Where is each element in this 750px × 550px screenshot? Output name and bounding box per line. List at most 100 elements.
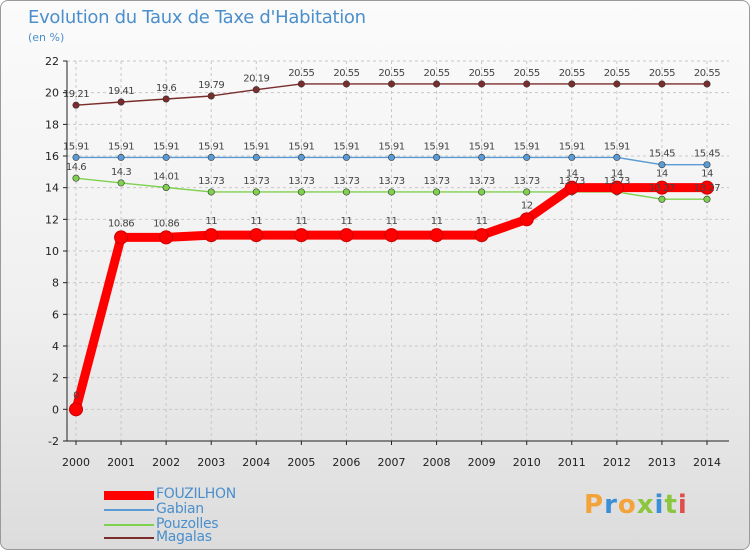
data-point-magalas (72, 101, 80, 109)
legend-label-pouzolles: Pouzolles (156, 516, 219, 532)
data-label-magalas: 19.41 (108, 86, 134, 97)
data-point-fouzilhon (609, 180, 624, 195)
data-point-magalas (478, 80, 486, 88)
legend-label-magalas: Magalas (156, 529, 212, 545)
legend-swatch-pouzolles (104, 524, 154, 526)
data-point-pouzolles (252, 188, 260, 196)
data-point-fouzilhon (204, 228, 219, 243)
data-label-pouzolles: 13.73 (333, 176, 359, 187)
data-label-fouzilhon: 14 (656, 169, 668, 180)
data-label-gabian: 15.91 (198, 141, 224, 152)
data-point-pouzolles (207, 188, 215, 196)
logo-letter: x (636, 490, 655, 520)
data-point-gabian (297, 153, 305, 161)
data-label-pouzolles: 13.73 (288, 176, 314, 187)
data-point-fouzilhon (384, 228, 399, 243)
data-label-magalas: 19.6 (156, 83, 176, 94)
data-label-pouzolles: 13.73 (469, 176, 495, 187)
data-point-magalas (658, 80, 666, 88)
data-label-pouzolles: 13.73 (378, 176, 404, 187)
data-label-fouzilhon: 11 (295, 216, 307, 227)
data-point-gabian (117, 153, 125, 161)
data-label-gabian: 15.91 (378, 141, 404, 152)
data-point-fouzilhon (429, 228, 444, 243)
x-tick-label: 2006 (332, 456, 360, 469)
data-point-gabian (658, 161, 666, 169)
data-point-gabian (387, 153, 395, 161)
data-point-gabian (523, 153, 531, 161)
data-point-gabian (703, 161, 711, 169)
data-label-fouzilhon: 14 (566, 169, 578, 180)
data-point-fouzilhon (69, 402, 83, 417)
y-tick-label: 10 (45, 245, 59, 258)
x-tick-label: 2013 (648, 456, 676, 469)
data-point-pouzolles (523, 188, 531, 196)
data-label-fouzilhon: 14 (701, 169, 713, 180)
data-point-magalas (523, 80, 531, 88)
data-label-gabian: 15.91 (243, 141, 269, 152)
data-point-fouzilhon (519, 212, 534, 227)
y-tick-label: 6 (52, 308, 59, 321)
data-point-magalas (162, 95, 170, 103)
x-tick-label: 2004 (242, 456, 270, 469)
data-label-pouzolles: 13.73 (559, 176, 585, 187)
data-point-fouzilhon (654, 180, 669, 195)
data-point-fouzilhon (294, 228, 309, 243)
data-point-pouzolles (703, 195, 711, 203)
data-label-gabian: 15.91 (424, 141, 450, 152)
data-label-pouzolles: 13.73 (604, 176, 630, 187)
data-label-pouzolles: 13.73 (243, 176, 269, 187)
data-label-magalas: 20.55 (378, 68, 404, 79)
y-tick-label: 12 (45, 213, 59, 226)
data-point-magalas (297, 80, 305, 88)
x-tick-label: 2001 (107, 456, 135, 469)
data-label-fouzilhon: 11 (341, 216, 353, 227)
y-tick-label: 22 (45, 55, 59, 68)
x-tick-label: 2008 (423, 456, 451, 469)
data-label-fouzilhon: 11 (386, 216, 398, 227)
data-label-gabian: 15.91 (108, 141, 134, 152)
x-tick-label: 2000 (62, 456, 90, 469)
data-label-pouzolles: 13.73 (198, 176, 224, 187)
data-label-fouzilhon: 10.86 (108, 218, 134, 229)
data-point-magalas (252, 86, 260, 94)
data-label-magalas: 20.55 (694, 68, 720, 79)
data-point-magalas (613, 80, 621, 88)
data-label-pouzolles: 13.27 (694, 183, 720, 194)
y-tick-label: 2 (52, 372, 59, 385)
data-label-pouzolles: 13.73 (514, 176, 540, 187)
chart-subtitle: (en %) (28, 31, 65, 44)
data-label-pouzolles: 13.27 (649, 183, 675, 194)
x-tick-label: 2010 (513, 456, 541, 469)
data-point-fouzilhon (249, 228, 264, 243)
data-label-magalas: 20.55 (333, 68, 359, 79)
data-point-gabian (207, 153, 215, 161)
data-point-pouzolles (162, 184, 170, 192)
data-label-gabian: 15.91 (559, 141, 585, 152)
x-tick-label: 2009 (468, 456, 496, 469)
legend-label-fouzilhon: FOUZILHON (156, 486, 236, 502)
data-point-pouzolles (658, 195, 666, 203)
data-point-pouzolles (72, 174, 80, 182)
data-label-fouzilhon: 0 (73, 390, 79, 401)
data-point-pouzolles (387, 188, 395, 196)
y-tick-label: 8 (52, 277, 59, 290)
data-point-gabian (72, 153, 80, 161)
data-point-gabian (613, 153, 621, 161)
data-point-magalas (433, 80, 441, 88)
logo-letter: t (664, 490, 678, 520)
data-point-magalas (703, 80, 711, 88)
x-tick-label: 2005 (287, 456, 315, 469)
data-point-magalas (342, 80, 350, 88)
data-label-gabian: 15.91 (333, 141, 359, 152)
y-tick-label: 0 (52, 403, 59, 416)
data-label-gabian: 15.91 (514, 141, 540, 152)
data-point-pouzolles (117, 179, 125, 187)
data-label-magalas: 20.55 (604, 68, 630, 79)
data-point-fouzilhon (159, 230, 174, 245)
data-point-pouzolles (297, 188, 305, 196)
logo-letter: i (654, 490, 665, 520)
data-point-gabian (162, 153, 170, 161)
